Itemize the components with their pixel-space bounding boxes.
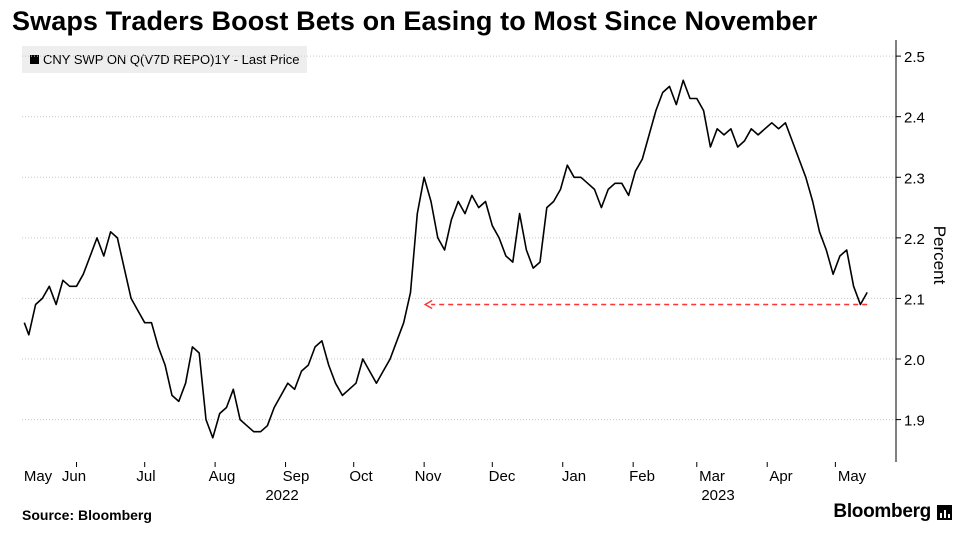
y-axis-label: Percent [930,226,949,285]
bar-chart-icon [937,504,952,520]
legend-swatch [30,55,39,64]
y-tick-label: 2.1 [904,291,925,308]
x-tick-label: Mar [699,468,725,485]
x-tick-label: Sep [283,468,310,485]
annotation-arrowhead [423,299,433,310]
y-tick-label: 2.5 [904,49,925,66]
y-tick-label: 2.4 [904,110,925,127]
x-tick-label: May [24,468,53,485]
x-tick-label: May [838,468,867,485]
x-tick-label: Jan [562,468,586,485]
x-tick-label: Dec [489,468,516,485]
y-tick-label: 1.9 [904,413,925,430]
x-tick-label: Jun [62,468,86,485]
x-tick-label: Apr [769,468,792,485]
y-tick-label: 2.2 [904,231,925,248]
x-tick-label: Nov [415,468,442,485]
source-note: Source: Bloomberg [22,507,152,523]
y-tick-label: 2.3 [904,170,925,187]
chart-title: Swaps Traders Boost Bets on Easing to Mo… [12,6,818,36]
brand-logo: Bloomberg [833,501,952,523]
brand-name: Bloomberg [833,501,931,522]
x-tick-label: Aug [209,468,236,485]
series-line [23,79,868,439]
x-year-label: 2023 [701,487,734,504]
y-tick-label: 2.0 [904,352,925,369]
x-tick-label: Jul [136,468,155,485]
chart-legend: CNY SWP ON Q(V7D REPO)1Y - Last Price [22,46,308,73]
x-tick-label: Oct [349,468,373,485]
x-year-label: 2022 [265,487,298,504]
x-tick-label: Feb [629,468,655,485]
